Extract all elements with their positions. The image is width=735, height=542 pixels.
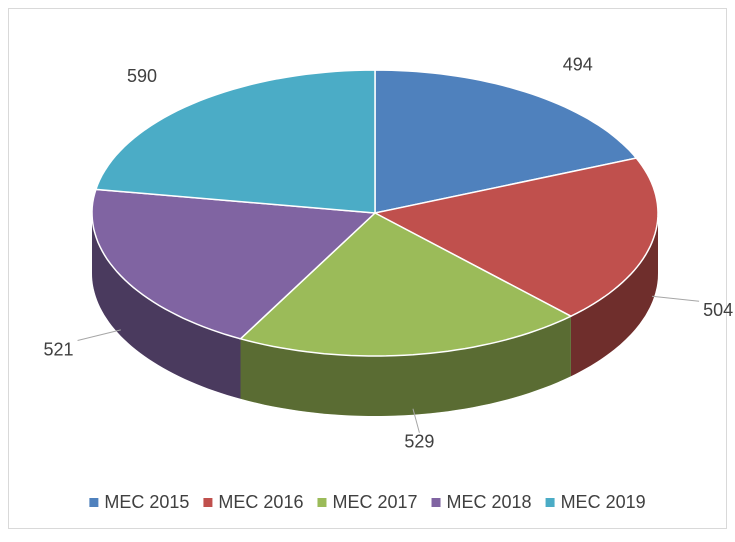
pie-slice xyxy=(91,188,377,340)
leader-line xyxy=(77,329,121,342)
legend-label: MEC 2017 xyxy=(332,492,417,512)
pie-slice xyxy=(94,69,376,214)
legend-label: MEC 2015 xyxy=(104,492,189,512)
data-label: 494 xyxy=(563,55,593,75)
legend-label: MEC 2018 xyxy=(447,492,532,512)
pie-slice xyxy=(238,212,573,357)
legend-label: MEC 2016 xyxy=(218,492,303,512)
legend-label: MEC 2019 xyxy=(561,492,646,512)
data-label: 590 xyxy=(127,66,157,86)
legend: MEC 2015 MEC 2016 MEC 2017 MEC 2018 MEC 2019 xyxy=(89,492,646,512)
legend-swatch xyxy=(431,498,441,507)
legend-swatch xyxy=(203,498,213,507)
pie-slice xyxy=(372,157,659,318)
side-shade xyxy=(570,213,658,377)
leader-line xyxy=(651,295,700,302)
legend-swatch xyxy=(317,498,327,507)
side-shade xyxy=(240,316,571,416)
side-shade xyxy=(92,213,241,399)
pie-side xyxy=(92,213,241,399)
data-labels: 494 504 529 521 590 xyxy=(44,55,734,452)
pie-tops xyxy=(91,69,659,357)
data-label: 529 xyxy=(404,432,434,452)
leader-line xyxy=(412,408,420,433)
legend-swatch xyxy=(89,498,99,507)
data-label: 521 xyxy=(44,339,74,359)
pie-sides xyxy=(92,213,658,416)
legend-swatch xyxy=(545,498,555,507)
pie-side xyxy=(240,316,571,416)
data-label: 504 xyxy=(703,300,733,320)
pie-side xyxy=(570,213,658,377)
pie-slice xyxy=(374,69,638,214)
